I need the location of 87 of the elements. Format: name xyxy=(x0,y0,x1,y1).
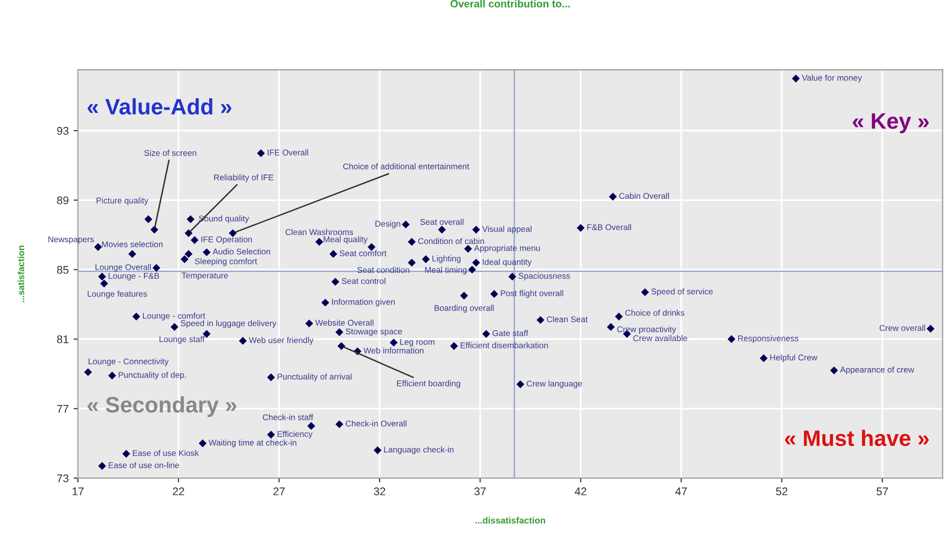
data-label: Web user friendly xyxy=(248,336,314,345)
data-label: Lounge features xyxy=(88,290,148,298)
data-label: Ease of use on-line xyxy=(108,462,180,468)
x-tick-label: 22 xyxy=(172,487,184,496)
data-label: Appropriate menu xyxy=(474,244,540,253)
data-label: Clean Washrooms xyxy=(286,228,354,236)
data-label: Temperature xyxy=(182,272,228,280)
data-label: Language check-in xyxy=(384,446,454,454)
data-label: Spaciousness xyxy=(518,272,570,280)
data-label: Crew proactivity xyxy=(617,326,676,334)
y-tick-label: 93 xyxy=(57,126,68,135)
data-label: Speed of service xyxy=(651,288,713,296)
data-label: Seat control xyxy=(342,278,386,284)
data-label: Website Overall xyxy=(315,320,374,326)
data-label: Lounge - F&B xyxy=(108,272,160,280)
data-label: Appearance of crew xyxy=(840,366,914,374)
data-label: Ease of use Kiosk xyxy=(132,450,199,456)
data-label: Lighting xyxy=(432,255,460,264)
x-tick-label: 17 xyxy=(72,488,84,496)
data-label: IFE Overall xyxy=(268,149,308,156)
x-tick-label: 47 xyxy=(675,488,687,496)
y-tick-label: 85 xyxy=(57,266,68,274)
x-tick-label: 57 xyxy=(876,488,888,496)
x-tick-label: 32 xyxy=(374,487,386,496)
data-label: Efficiency xyxy=(278,430,313,439)
annotation: « Key » xyxy=(852,113,929,134)
data-label: Clean Seat xyxy=(546,316,588,322)
data-label: Stowage space xyxy=(346,328,402,336)
chart-title: Overall contribution to... xyxy=(450,0,570,8)
data-label: Gate staff xyxy=(492,330,528,336)
data-label: Web information xyxy=(364,347,424,354)
data-label: Check-in Overall xyxy=(346,420,406,426)
data-label: Reliability of IFE xyxy=(214,174,274,182)
data-label: F&B Overall xyxy=(587,224,632,230)
data-label: Lounge - Connectivity xyxy=(88,358,169,366)
data-label: Picture quality xyxy=(96,197,148,206)
y-tick-label: 89 xyxy=(57,196,68,204)
data-label: Audio Selection xyxy=(212,248,270,254)
y-tick-label: 77 xyxy=(57,404,68,413)
data-label: Size of screen xyxy=(144,150,196,156)
data-label: Boarding overall xyxy=(434,304,494,313)
data-label: Helpful Crew xyxy=(770,354,818,362)
data-label: Value for money xyxy=(802,74,862,82)
x-tick-label: 52 xyxy=(776,487,788,496)
x-tick-label: 37 xyxy=(474,487,486,496)
data-label: Crew overall xyxy=(880,324,926,331)
data-label: IFE Operation xyxy=(201,236,252,244)
data-label: Meal quality xyxy=(324,236,368,244)
data-label: Leg room xyxy=(400,339,434,346)
data-label: Cabin Overall xyxy=(619,192,669,199)
data-label: Ideal quantity xyxy=(482,258,532,267)
data-label: Responsiveness xyxy=(738,335,798,343)
data-label: Choice of additional entertainment xyxy=(343,163,470,170)
data-label: Choice of drinks xyxy=(625,310,684,316)
data-label: Movies selection xyxy=(102,241,163,248)
y-tick-label: 81 xyxy=(57,335,68,344)
data-label: Lounge Overall xyxy=(96,264,151,272)
y-tick-label: 73 xyxy=(57,474,68,482)
annotation: « Value-Add » xyxy=(88,98,232,115)
x-tick-label: 42 xyxy=(574,487,586,496)
data-label: Lounge staff xyxy=(160,336,205,344)
data-label: Visual appeal xyxy=(482,226,532,234)
data-label: Punctuality of arrival xyxy=(278,373,352,382)
x-tick-label: 27 xyxy=(273,487,285,496)
data-label: Sleeping comfort xyxy=(194,258,258,266)
x-axis-title: ...dissatisfaction xyxy=(476,516,546,524)
annotation: « Must have » xyxy=(784,430,929,446)
y-axis-title: ...satisfaction xyxy=(18,246,24,302)
data-label: Meal timing xyxy=(425,266,467,275)
data-label: Efficient boarding xyxy=(397,380,460,388)
annotation: « Secondary » xyxy=(88,396,236,418)
data-label: Efficient disembarkation xyxy=(460,342,548,348)
data-label: Post flight overall xyxy=(500,290,564,298)
data-label: Design xyxy=(375,220,400,228)
data-label: Check-in staff xyxy=(262,414,314,420)
data-label: Newspapers xyxy=(48,236,94,244)
data-label: Seat condition xyxy=(357,266,410,273)
data-label: Speed in luggage delivery xyxy=(180,320,276,328)
data-label: Waiting time at check-in xyxy=(208,439,296,448)
data-label: Lounge - comfort xyxy=(142,312,206,320)
data-label: Seat comfort xyxy=(340,250,387,256)
data-label: Condition of cabin xyxy=(418,238,484,244)
data-label: Crew available xyxy=(633,335,688,342)
data-label: Seat overall xyxy=(420,218,464,225)
data-label: Punctuality of dep. xyxy=(118,372,186,380)
data-label: Information given xyxy=(332,298,395,307)
data-label: Crew language xyxy=(526,380,582,388)
